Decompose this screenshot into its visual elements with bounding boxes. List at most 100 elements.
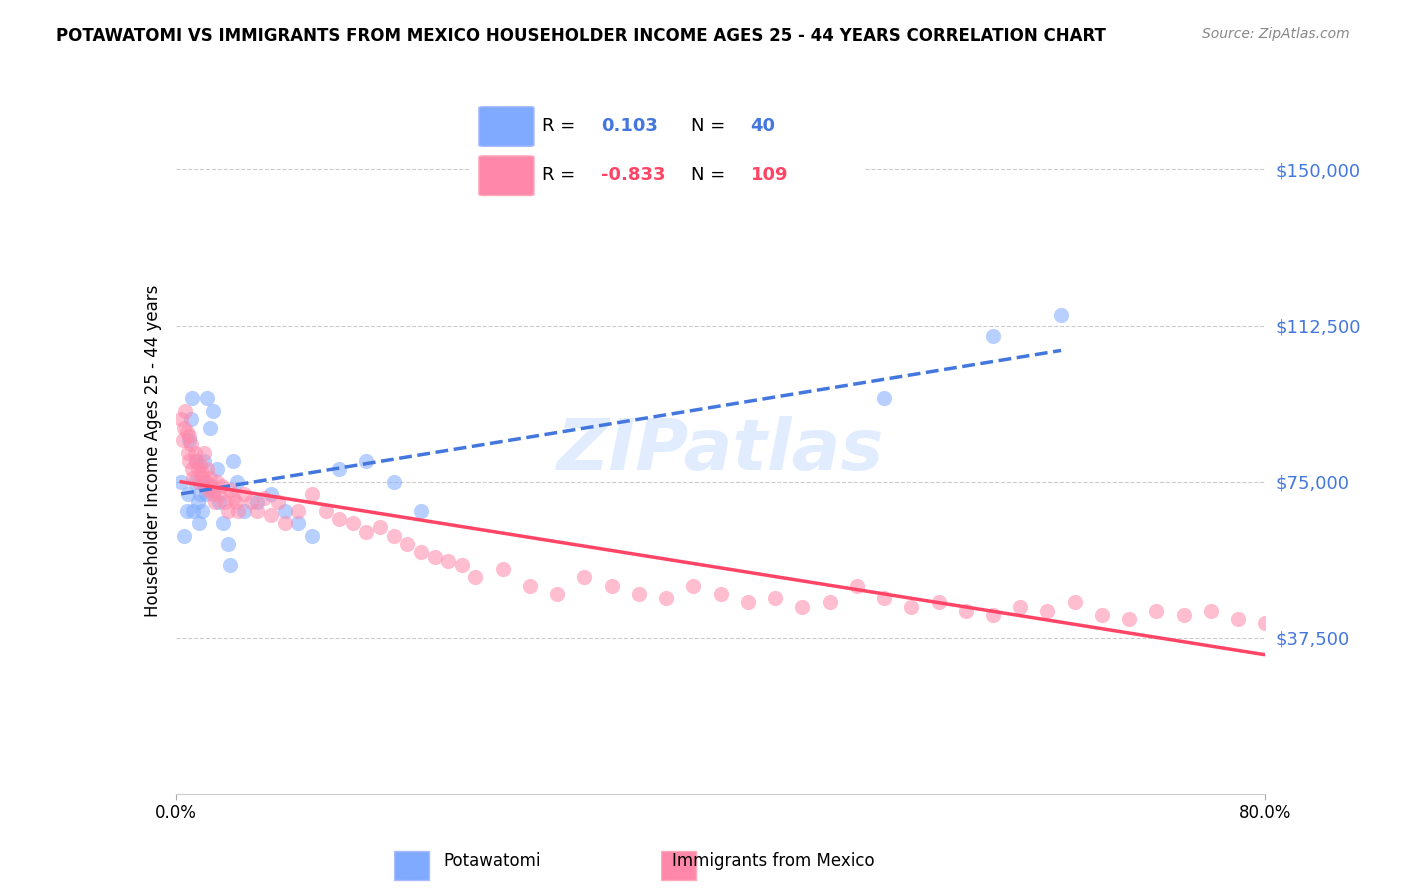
- Point: [437, 554, 460, 568]
- Point: [194, 475, 217, 489]
- Point: [177, 445, 200, 459]
- Point: [222, 491, 245, 506]
- Point: [1336, 629, 1358, 643]
- Point: [222, 454, 245, 468]
- Text: N =: N =: [692, 117, 731, 135]
- Point: [1118, 612, 1140, 626]
- Point: [197, 483, 219, 497]
- Point: [900, 599, 922, 614]
- Point: [211, 479, 233, 493]
- Point: [928, 595, 950, 609]
- Point: [198, 420, 221, 434]
- Point: [195, 462, 218, 476]
- Point: [682, 579, 704, 593]
- Point: [201, 404, 224, 418]
- Point: [183, 504, 205, 518]
- Point: [274, 504, 297, 518]
- Point: [981, 607, 1004, 622]
- Point: [1281, 607, 1303, 622]
- Point: [356, 524, 378, 539]
- Point: [205, 462, 228, 476]
- Point: [174, 404, 197, 418]
- Point: [186, 454, 208, 468]
- Point: [710, 587, 733, 601]
- Point: [342, 516, 364, 531]
- Point: [184, 475, 207, 489]
- Point: [232, 504, 254, 518]
- Point: [191, 475, 214, 489]
- Text: 0.103: 0.103: [600, 117, 658, 135]
- Point: [208, 495, 231, 509]
- Point: [260, 508, 283, 522]
- Point: [181, 462, 204, 476]
- Point: [179, 429, 201, 443]
- Point: [172, 433, 194, 447]
- Point: [170, 475, 193, 489]
- Point: [1405, 649, 1406, 664]
- Point: [981, 329, 1004, 343]
- Point: [287, 504, 309, 518]
- Point: [409, 545, 432, 559]
- Point: [187, 516, 209, 531]
- Point: [219, 483, 242, 497]
- Point: [187, 475, 209, 489]
- Point: [177, 487, 200, 501]
- Point: [1010, 599, 1032, 614]
- Point: [574, 570, 596, 584]
- Point: [409, 504, 432, 518]
- Point: [1364, 637, 1386, 651]
- Point: [246, 504, 269, 518]
- Point: [1063, 595, 1085, 609]
- Point: [328, 512, 350, 526]
- Text: 40: 40: [751, 117, 776, 135]
- Point: [208, 487, 231, 501]
- Text: R =: R =: [541, 166, 581, 184]
- Point: [627, 587, 650, 601]
- Point: [260, 487, 283, 501]
- Point: [519, 579, 541, 593]
- Point: [818, 595, 841, 609]
- Point: [179, 433, 201, 447]
- Y-axis label: Householder Income Ages 25 - 44 years: Householder Income Ages 25 - 44 years: [143, 285, 162, 616]
- Point: [246, 495, 269, 509]
- Point: [546, 587, 568, 601]
- Point: [600, 579, 623, 593]
- Point: [1091, 607, 1114, 622]
- Point: [763, 591, 786, 606]
- Point: [301, 487, 323, 501]
- Point: [955, 604, 977, 618]
- Text: Immigrants from Mexico: Immigrants from Mexico: [672, 852, 875, 870]
- Point: [239, 495, 262, 509]
- Point: [219, 558, 242, 572]
- Point: [382, 475, 405, 489]
- Point: [315, 504, 337, 518]
- Point: [205, 475, 228, 489]
- Point: [1376, 641, 1399, 656]
- FancyBboxPatch shape: [479, 107, 534, 146]
- Text: 109: 109: [751, 166, 787, 184]
- Point: [873, 591, 896, 606]
- Point: [173, 420, 195, 434]
- Point: [1391, 645, 1406, 659]
- Point: [274, 516, 297, 531]
- Point: [1144, 604, 1167, 618]
- Point: [1050, 308, 1073, 322]
- Bar: [661, 851, 696, 880]
- Point: [183, 470, 205, 484]
- Point: [176, 425, 198, 439]
- Point: [180, 437, 202, 451]
- FancyBboxPatch shape: [479, 156, 534, 195]
- Point: [200, 479, 222, 493]
- FancyBboxPatch shape: [463, 96, 873, 207]
- Point: [193, 445, 215, 459]
- Point: [267, 495, 290, 509]
- Point: [176, 504, 198, 518]
- Point: [188, 487, 211, 501]
- Text: N =: N =: [692, 166, 731, 184]
- Text: Source: ZipAtlas.com: Source: ZipAtlas.com: [1202, 27, 1350, 41]
- Point: [396, 537, 419, 551]
- Text: R =: R =: [541, 117, 581, 135]
- Point: [214, 495, 236, 509]
- Point: [382, 529, 405, 543]
- Point: [1173, 607, 1195, 622]
